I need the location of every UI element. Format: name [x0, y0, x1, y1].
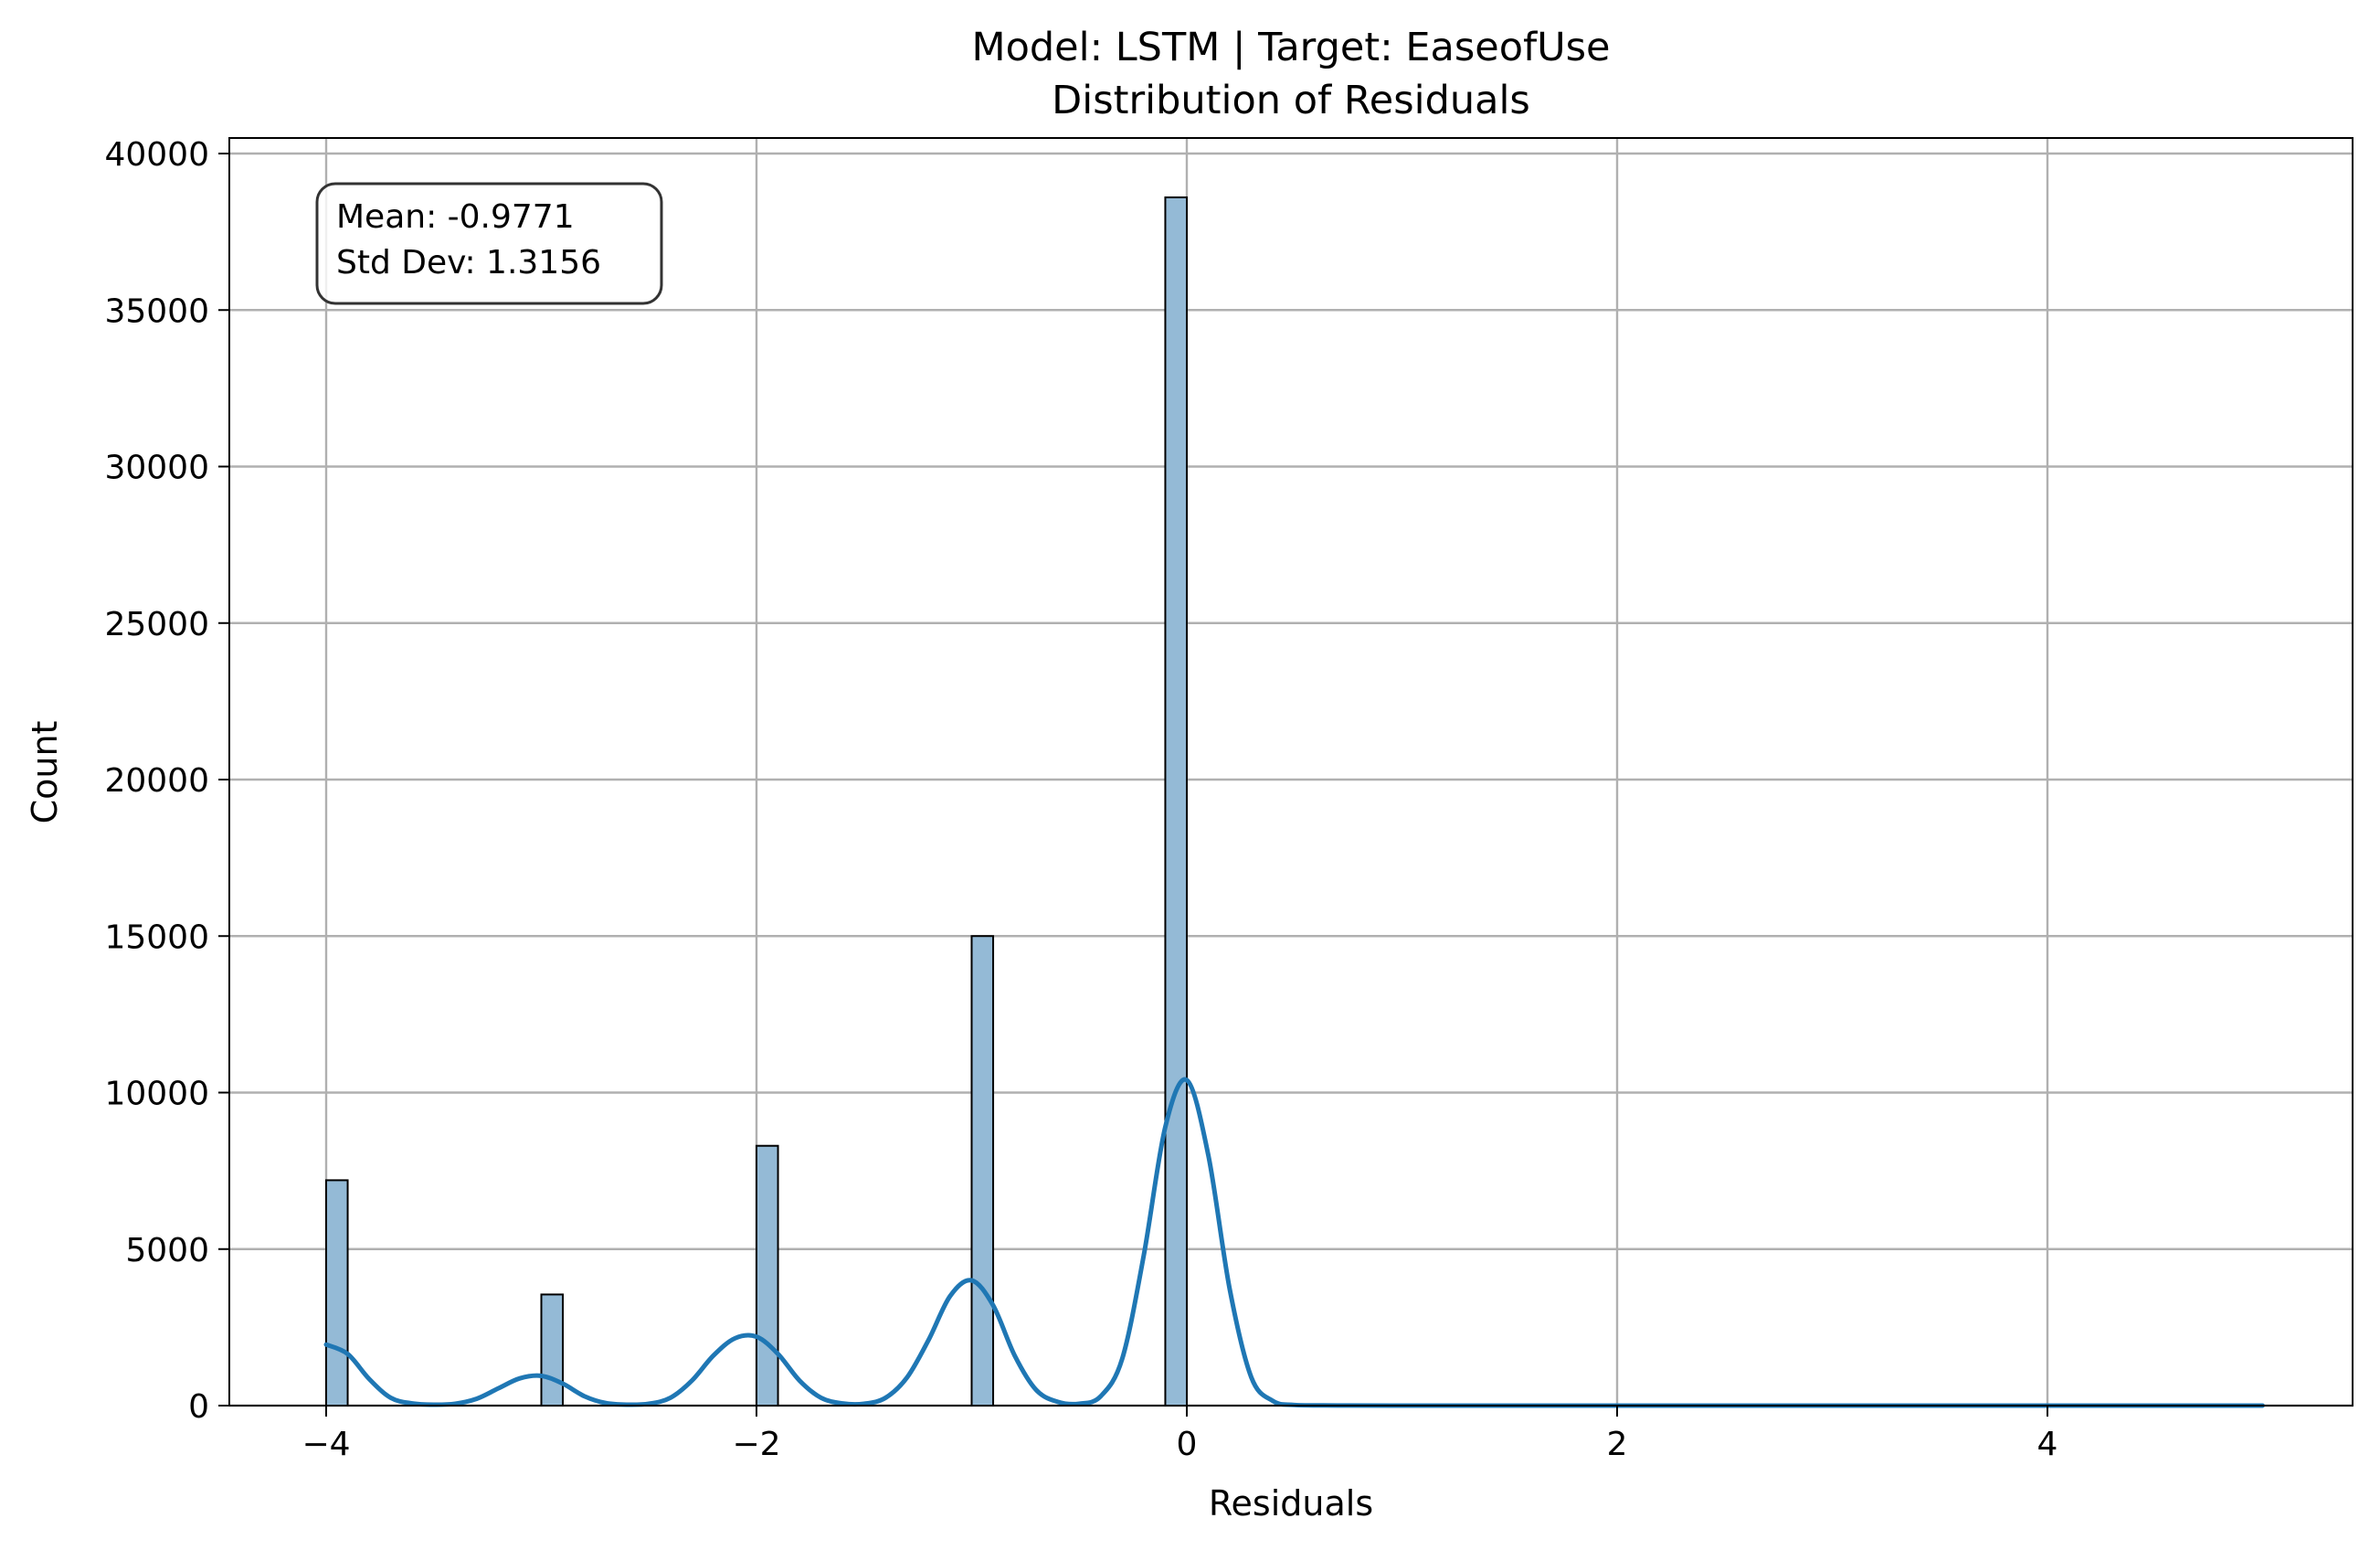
y-tick-label: 0: [188, 1388, 209, 1426]
y-tick-label: 20000: [104, 762, 209, 800]
y-tick-label: 25000: [104, 606, 209, 643]
x-tick-label: 4: [2037, 1426, 2058, 1463]
chart-title: Model: LSTM | Target: EaseofUse: [971, 25, 1610, 70]
x-axis-label: Residuals: [1209, 1483, 1373, 1523]
std-dev-annotation: Std Dev: 1.3156: [336, 244, 601, 281]
y-axis-label: Count: [25, 721, 65, 824]
y-tick-label: 30000: [104, 450, 209, 487]
y-tick-label: 5000: [125, 1232, 209, 1269]
histogram-bar: [540, 1293, 565, 1407]
histogram-bar: [325, 1179, 349, 1407]
stats-annotation-box: Mean: -0.9771 Std Dev: 1.3156: [315, 182, 663, 305]
histogram-bar: [1164, 196, 1188, 1407]
x-tick-label: −2: [732, 1426, 780, 1463]
chart-subtitle: Distribution of Residuals: [1052, 78, 1530, 123]
x-tick-label: 2: [1607, 1426, 1628, 1463]
histogram-bar: [970, 935, 995, 1407]
plot-frame: [228, 137, 2354, 1407]
mean-annotation: Mean: -0.9771: [336, 198, 575, 236]
x-axis-ticks: −4 −2 0 2 4: [301, 1406, 2057, 1463]
y-tick-label: 10000: [104, 1076, 209, 1113]
y-tick-label: 40000: [104, 136, 209, 174]
x-tick-label: 0: [1177, 1426, 1198, 1463]
stats-box-frame: [315, 182, 663, 305]
x-tick-label: −4: [301, 1426, 350, 1463]
y-axis-ticks: 0 5000 10000 15000 20000 25000 30000 35000 40000: [104, 136, 229, 1426]
y-tick-label: 15000: [104, 918, 209, 956]
histogram-bar: [756, 1144, 779, 1407]
y-tick-label: 35000: [104, 292, 209, 330]
